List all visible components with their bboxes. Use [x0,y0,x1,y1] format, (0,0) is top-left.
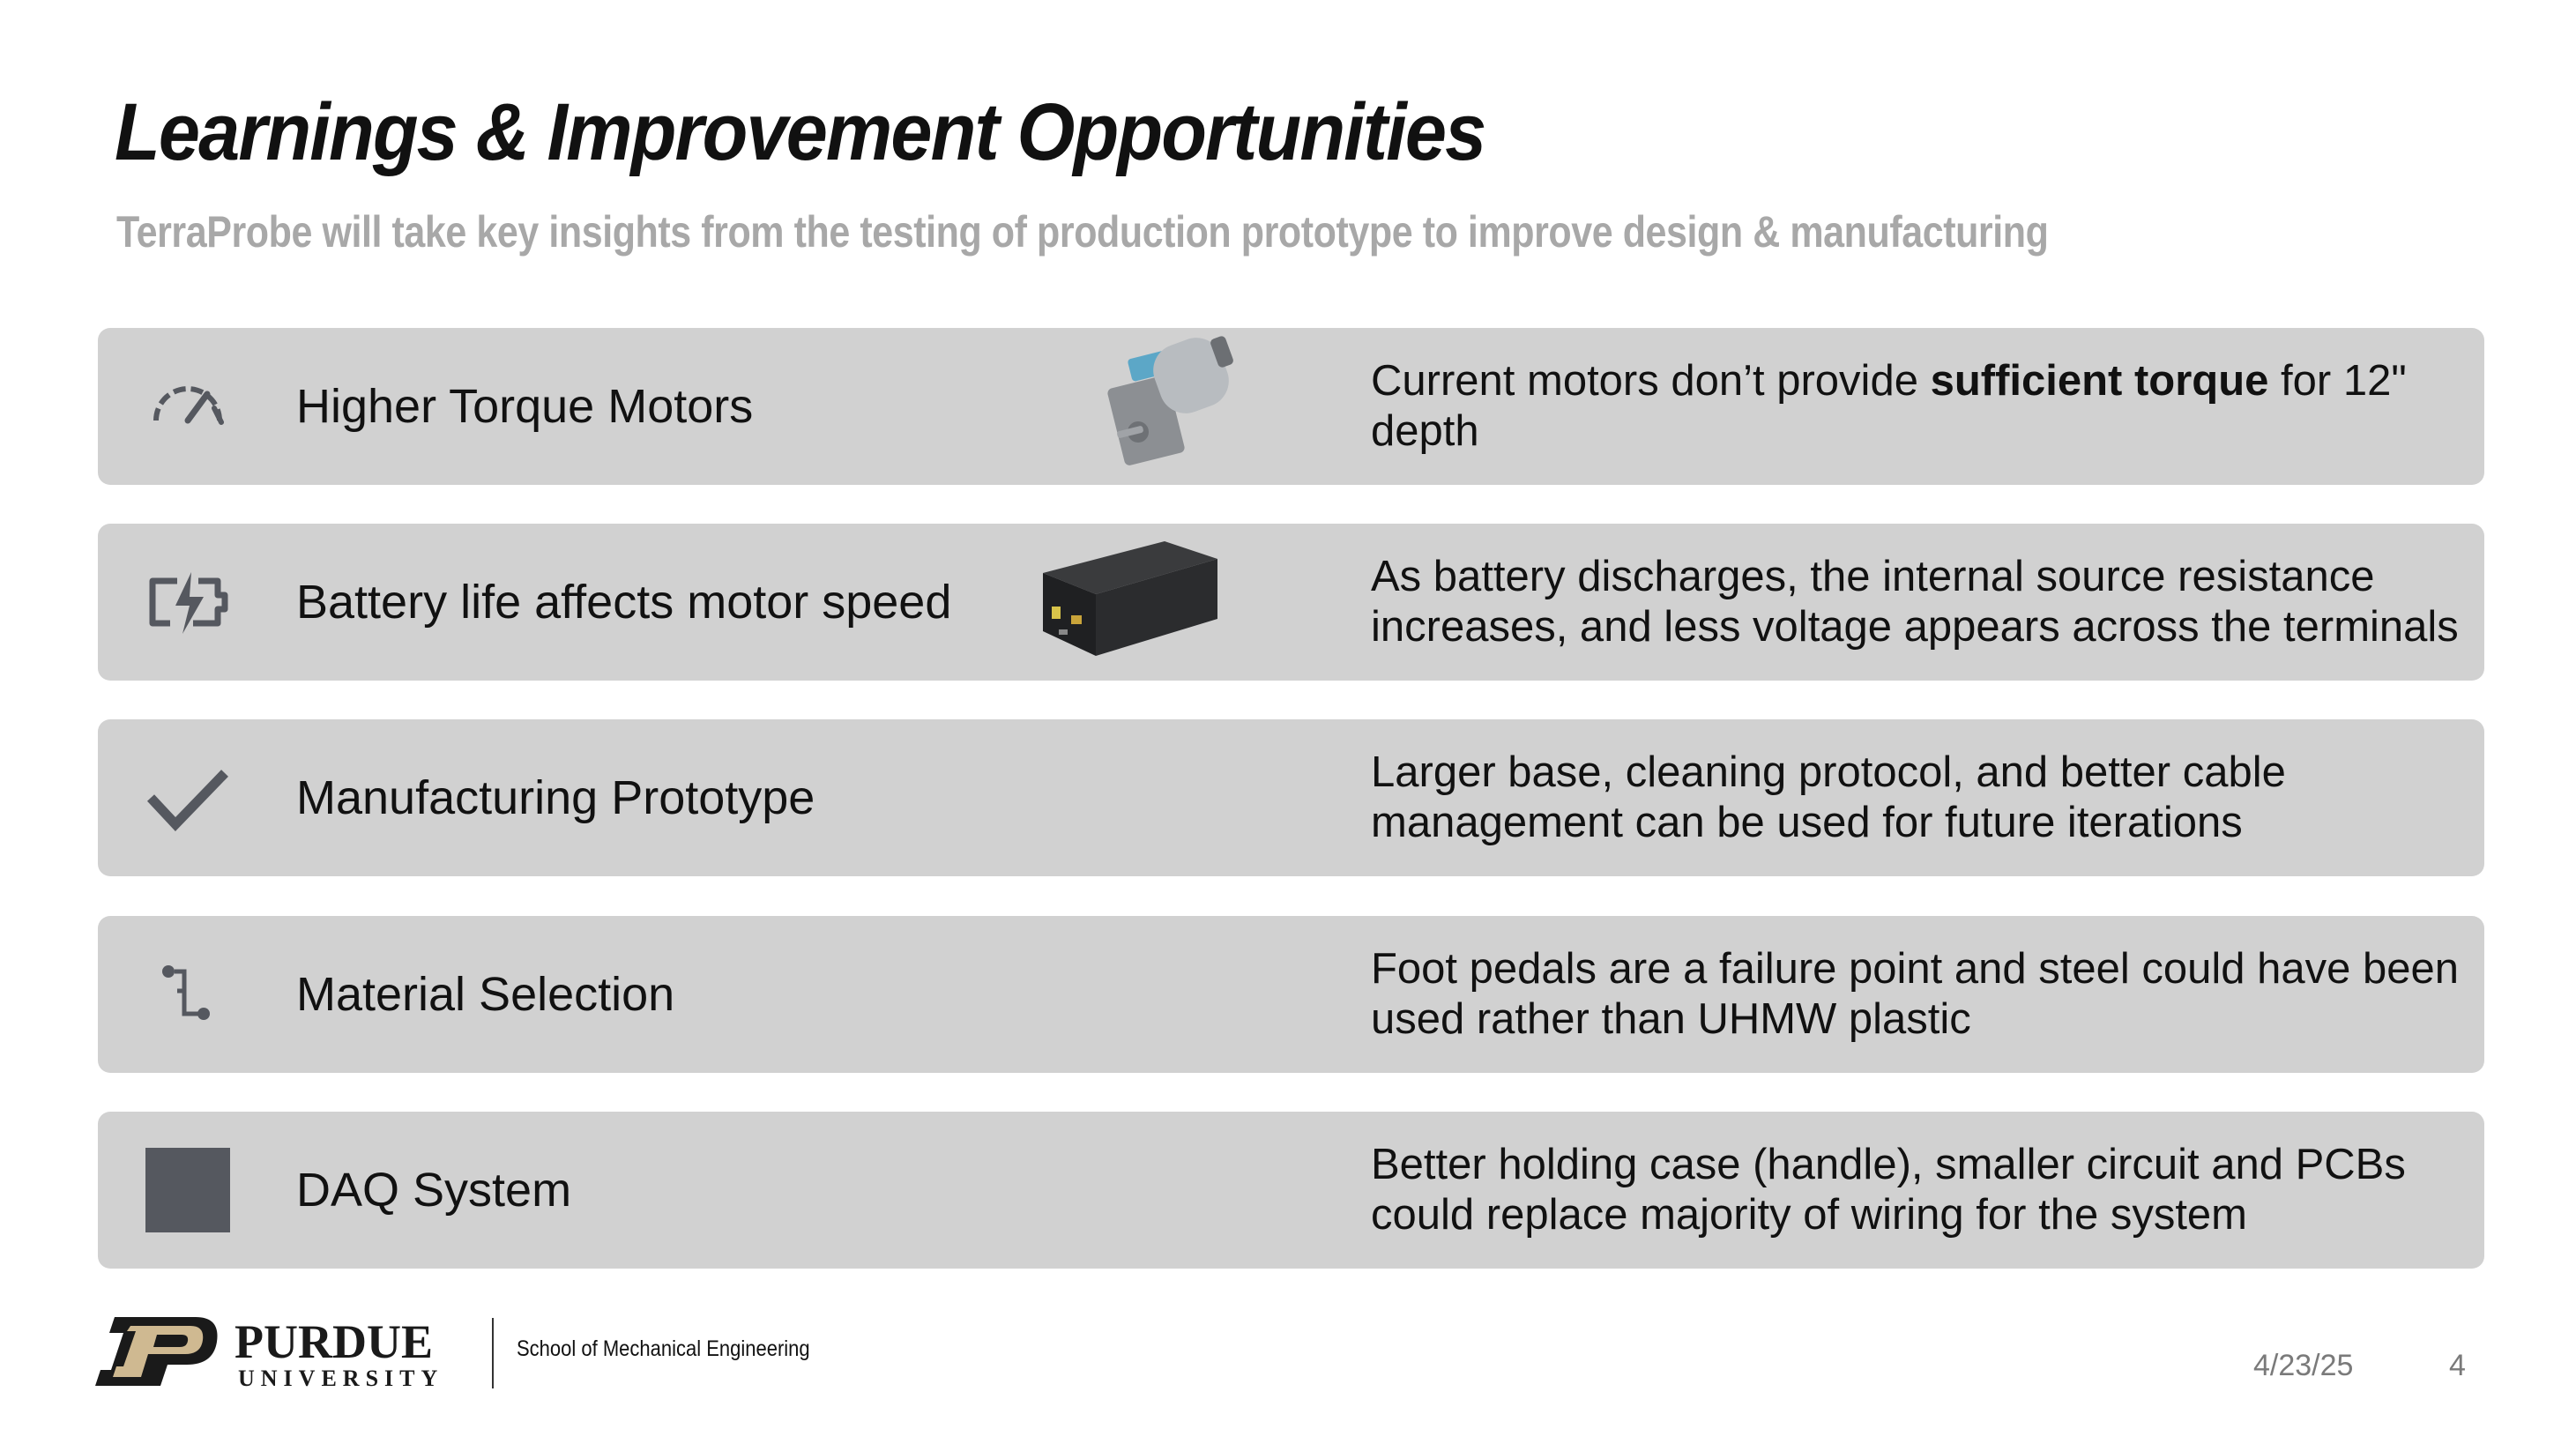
slide-title: Learnings & Improvement Opportunities [115,87,1486,177]
row-description: As battery discharges, the internal sour… [1371,553,2459,651]
speedometer-icon [145,364,230,449]
purdue-logo: PURDUE UNIVERSITY [92,1312,488,1396]
row-daq-system: DAQ System Better holding case (handle),… [98,1112,2484,1269]
checkmark-icon [145,755,230,840]
logo-subword: UNIVERSITY [238,1366,443,1391]
battery-pack-photo [1032,524,1235,681]
row-label: DAQ System [296,1164,572,1217]
row-higher-torque-motors: Higher Torque Motors Current motors don’… [98,328,2484,485]
row-label: Material Selection [296,968,675,1021]
row-description: Better holding case (handle), smaller ci… [1371,1141,2406,1239]
slide-subtitle: TerraProbe will take key insights from t… [116,207,2049,257]
row-manufacturing-prototype: Manufacturing Prototype Larger base, cle… [98,719,2484,876]
row-label: Manufacturing Prototype [296,771,815,824]
row-material-selection: Material Selection Foot pedals are a fai… [98,916,2484,1073]
row-description: Larger base, cleaning protocol, and bett… [1371,748,2286,846]
page-number: 4 [2449,1349,2466,1382]
square-icon [145,1148,230,1232]
slide-date: 4/23/25 [2253,1349,2354,1382]
row-label: Battery life affects motor speed [296,576,952,629]
row-battery-life: Battery life affects motor speed As batt… [98,524,2484,681]
battery-charging-icon [145,560,230,644]
flow-steps-icon [145,952,230,1037]
footer-divider [492,1318,494,1388]
gear-motor-photo [1041,328,1270,485]
school-name: School of Mechanical Engineering [517,1336,810,1361]
row-description: Current motors don’t provide sufficient … [1371,357,2407,455]
row-label: Higher Torque Motors [296,380,754,433]
row-description: Foot pedals are a failure point and stee… [1371,945,2460,1043]
logo-wordmark: PURDUE [235,1315,433,1368]
